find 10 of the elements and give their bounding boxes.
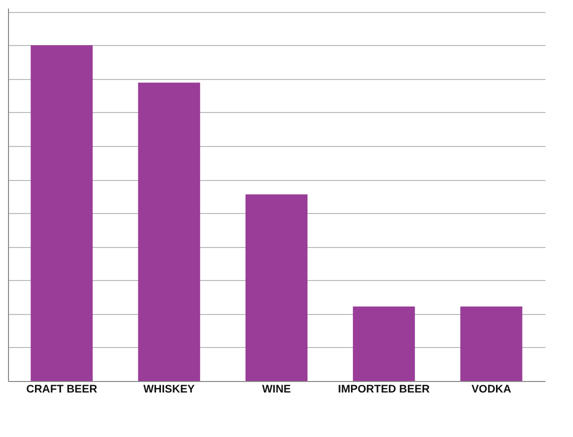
bar <box>138 82 200 381</box>
bar <box>352 306 415 381</box>
x-tick-label: VODKA <box>471 384 512 396</box>
bar <box>460 306 522 381</box>
x-tick-label: WINE <box>262 384 291 396</box>
bar <box>30 45 93 381</box>
bar <box>246 194 308 381</box>
x-tick-label: IMPORTED BEER <box>338 384 430 396</box>
x-tick-label: WHISKEY <box>143 384 196 396</box>
x-tick-label: CRAFT BEER <box>26 384 98 396</box>
